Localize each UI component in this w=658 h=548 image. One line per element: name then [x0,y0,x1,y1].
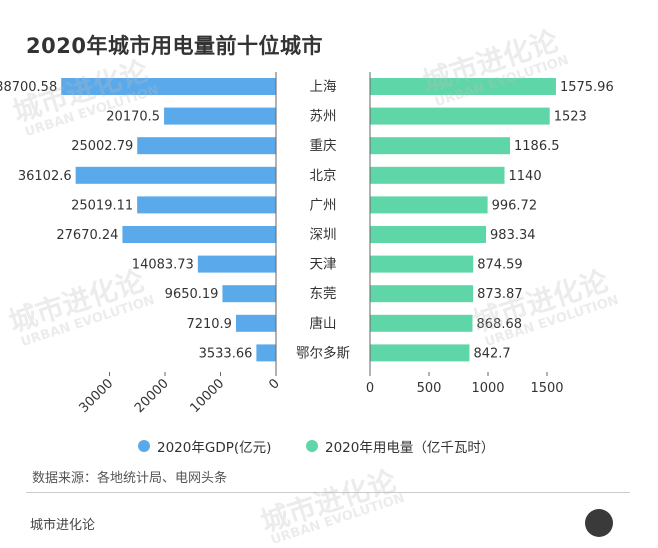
power-tick-label: 500 [417,381,442,396]
power-bar [370,285,474,303]
power-value-label: 868.68 [477,317,523,332]
power-bar [370,226,487,243]
power-value-label: 1186.5 [514,139,560,154]
power-value-label: 1140 [509,169,542,184]
gdp-bar [197,255,276,273]
power-value-label: 1523 [554,110,587,125]
power-value-label: 842.7 [473,346,510,361]
gdp-value-label: 7210.9 [186,317,232,332]
gdp-tick-label: 10000 [187,376,227,416]
gdp-bar [75,166,276,184]
power-value-label: 996.72 [492,198,537,213]
power-value-label: 1575.96 [560,80,614,95]
data-source-note: 数据来源：各地统计局、电网头条 [32,471,228,486]
power-value-label: 873.87 [477,287,523,302]
power-bar [370,255,474,273]
city-label: 唐山 [310,315,337,332]
legend-item-power[interactable]: 2020年用电量（亿千瓦时） [306,436,494,456]
city-label: 重庆 [310,138,337,154]
gdp-tick-label: 30000 [76,376,116,416]
power-bar [370,137,511,155]
legend-dot-gdp-icon [138,440,150,452]
gdp-bar [122,226,276,243]
gdp-value-label: 25002.79 [71,139,133,154]
gdp-value-label: 9650.19 [165,287,219,302]
power-tick-label: 1000 [471,381,504,396]
legend-item-gdp[interactable]: 2020年GDP(亿元) [138,436,271,456]
power-value-label: 874.59 [477,258,523,273]
gdp-bar [137,137,276,155]
power-bar [370,314,473,332]
power-bar [370,344,470,362]
city-label: 东莞 [310,286,337,302]
butterfly-chart: 38700.58 1575.96 上海 20170.5 1523 苏州 25002.79 11… [0,72,614,416]
legend-label-power: 2020年用电量（亿千瓦时） [325,440,495,456]
city-label: 鄂尔多斯 [296,344,350,361]
gdp-bar [61,78,277,95]
power-bar [370,196,488,214]
legend-label-gdp: 2020年GDP(亿元) [157,440,272,456]
city-label: 北京 [310,168,337,184]
watermark-en: URBAN EVOLUTION [269,490,407,548]
city-label: 深圳 [310,227,337,243]
footer-brand: 城市进化论 [30,518,96,533]
footer-divider [26,492,630,493]
gdp-value-label: 38700.58 [0,80,57,95]
gdp-value-label: 25019.11 [71,198,133,213]
power-value-label: 983.34 [490,228,536,243]
city-label: 苏州 [310,109,337,125]
power-bar [370,107,550,125]
gdp-bar [235,314,276,332]
gdp-bar [164,107,276,125]
gdp-value-label: 3533.66 [199,346,253,361]
chart-title: 2020年城市用电量前十位城市 [26,34,323,58]
gdp-bar [222,285,276,303]
gdp-value-label: 36102.6 [18,169,72,184]
power-bar [370,78,556,95]
city-label: 天津 [310,257,337,273]
legend: 2020年GDP(亿元) 2020年用电量（亿千瓦时） [0,436,658,456]
power-tick-label: 0 [366,381,374,396]
gdp-bar [256,344,276,362]
gdp-tick-label: 0 [266,376,282,392]
city-label: 上海 [310,79,337,95]
gdp-value-label: 14083.73 [132,258,194,273]
gdp-bar [137,196,276,214]
power-bar [370,166,505,184]
legend-dot-power-icon [306,440,318,452]
gdp-tick-label: 20000 [132,376,172,416]
gdp-value-label: 20170.5 [106,110,160,125]
gdp-value-label: 27670.24 [56,228,118,243]
brand-logo-icon [585,509,613,537]
power-tick-label: 1500 [530,381,563,396]
watermark-cn: 城市进化论 [256,464,401,539]
city-label: 广州 [310,197,337,213]
